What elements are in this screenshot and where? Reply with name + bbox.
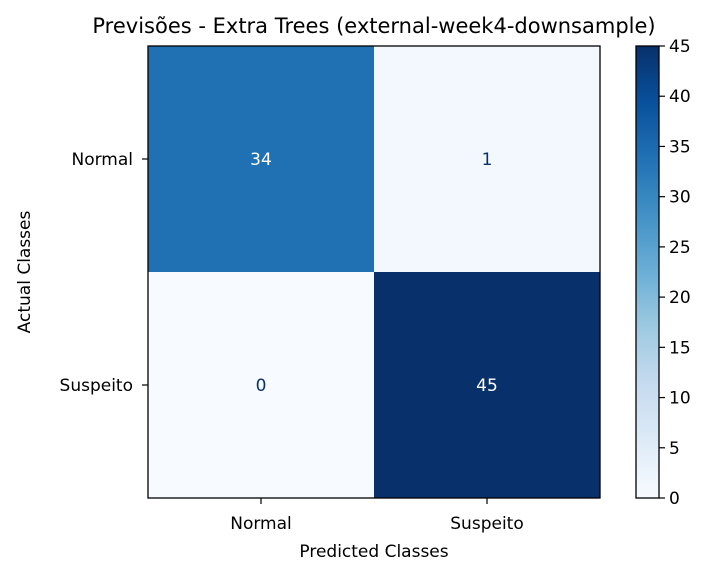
- colorbar-tick-label: 15: [669, 338, 691, 358]
- heatmap-cells: [148, 46, 601, 499]
- colorbar-ticks: 0 5 10 15 20 25 30 35 40 45: [659, 37, 691, 509]
- y-axis-ticks: Normal Suspeito: [60, 150, 148, 396]
- colorbar: [635, 45, 660, 499]
- x-tick-label: Suspeito: [450, 514, 523, 534]
- colorbar-tick-label: 5: [669, 439, 680, 459]
- cell-value-label: 0: [256, 376, 267, 396]
- colorbar-tick-label: 25: [669, 238, 691, 258]
- x-tick-label: Normal: [230, 514, 292, 534]
- cell-value-label: 1: [482, 150, 493, 170]
- heatmap-cell: [148, 46, 375, 273]
- colorbar-tick-label: 0: [669, 489, 680, 509]
- chart-title: Previsões - Extra Trees (external-week4-…: [92, 14, 655, 38]
- x-axis-label: Predicted Classes: [299, 542, 448, 562]
- colorbar-tick-label: 30: [669, 188, 691, 208]
- heatmap-cell: [374, 272, 601, 499]
- cell-value-label: 45: [476, 376, 498, 396]
- colorbar-tick-label: 20: [669, 288, 691, 308]
- colorbar-tick-label: 10: [669, 389, 691, 409]
- heatmap-cell: [374, 46, 601, 273]
- cell-value-label: 34: [250, 150, 272, 170]
- plot-frame: [147, 45, 601, 499]
- colorbar-tick-label: 40: [669, 87, 691, 107]
- y-axis-label: Actual Classes: [15, 211, 35, 334]
- x-axis-ticks: Normal Suspeito: [230, 498, 524, 534]
- y-tick-label: Normal: [71, 150, 133, 170]
- y-tick-label: Suspeito: [60, 376, 133, 396]
- colorbar-tick-label: 45: [669, 37, 691, 57]
- heatmap-cell: [148, 272, 375, 499]
- colorbar-tick-label: 35: [669, 137, 691, 157]
- heatmap-cell-labels: 34 1 0 45: [250, 150, 498, 396]
